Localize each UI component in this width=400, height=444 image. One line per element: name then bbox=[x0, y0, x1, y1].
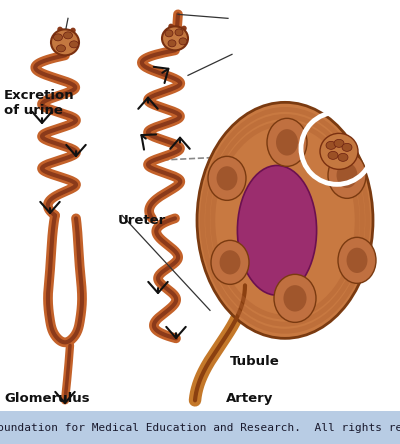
Ellipse shape bbox=[216, 166, 238, 190]
Text: Tubule: Tubule bbox=[230, 355, 280, 368]
Ellipse shape bbox=[162, 26, 188, 50]
Ellipse shape bbox=[197, 103, 373, 338]
Ellipse shape bbox=[326, 141, 336, 149]
Ellipse shape bbox=[338, 238, 376, 283]
Ellipse shape bbox=[208, 156, 246, 200]
Ellipse shape bbox=[51, 29, 79, 56]
Ellipse shape bbox=[179, 38, 187, 45]
Ellipse shape bbox=[267, 119, 307, 166]
Ellipse shape bbox=[334, 139, 344, 147]
Ellipse shape bbox=[70, 41, 78, 48]
Text: ©Mayo Foundation for Medical Education and Research.  All rights reserved.: ©Mayo Foundation for Medical Education a… bbox=[0, 423, 400, 433]
Text: Glomerulus: Glomerulus bbox=[4, 392, 90, 405]
Ellipse shape bbox=[276, 129, 298, 155]
Ellipse shape bbox=[56, 45, 66, 52]
Ellipse shape bbox=[320, 133, 358, 169]
Ellipse shape bbox=[54, 34, 62, 41]
Ellipse shape bbox=[64, 32, 72, 39]
Ellipse shape bbox=[238, 166, 317, 295]
Text: Excretion
of urine: Excretion of urine bbox=[4, 88, 75, 116]
Ellipse shape bbox=[342, 143, 352, 151]
Ellipse shape bbox=[338, 153, 348, 161]
Ellipse shape bbox=[346, 248, 368, 273]
Ellipse shape bbox=[328, 152, 366, 198]
Text: Ureter: Ureter bbox=[118, 214, 166, 226]
Ellipse shape bbox=[336, 163, 358, 188]
Ellipse shape bbox=[274, 274, 316, 322]
Ellipse shape bbox=[211, 240, 249, 284]
Ellipse shape bbox=[165, 30, 173, 37]
FancyBboxPatch shape bbox=[0, 411, 400, 444]
Ellipse shape bbox=[328, 151, 338, 159]
Ellipse shape bbox=[168, 40, 176, 47]
Ellipse shape bbox=[175, 29, 183, 36]
Text: Artery: Artery bbox=[226, 392, 273, 405]
Ellipse shape bbox=[220, 250, 240, 274]
Ellipse shape bbox=[284, 285, 306, 312]
